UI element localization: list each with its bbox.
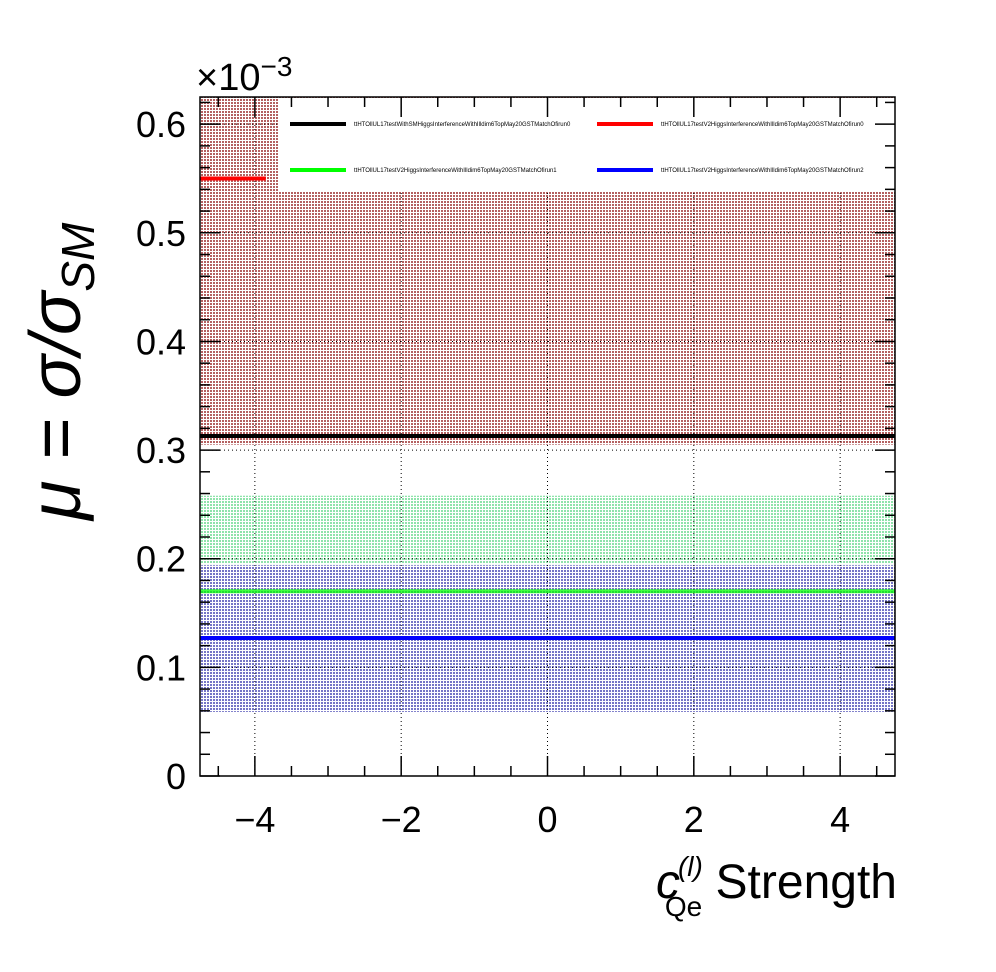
x-axis-label: c(l) Qe Strength <box>656 851 897 922</box>
legend-label: ttHTOllUL17testWithSMHiggsInterferenceWi… <box>354 122 571 128</box>
x-tick-label: −4 <box>234 799 275 840</box>
y-tick-label: 0.5 <box>136 213 186 254</box>
legend-label: ttHTOllUL17testV2HiggsInterferenceWithIl… <box>661 122 864 128</box>
y-tick-label: 0.1 <box>136 647 186 688</box>
x-tick-label: 4 <box>830 799 850 840</box>
y-multiplier: ×10−3 <box>196 51 292 99</box>
legend-label: ttHTOllUL17testV2HiggsInterferenceWithIl… <box>354 168 557 174</box>
x-tick-label: 0 <box>537 799 557 840</box>
legend-label: ttHTOllUL17testV2HiggsInterferenceWithIl… <box>661 168 864 174</box>
axes: −4 −2 0 2 4 0 0.1 0.2 0.3 0.4 0.5 0.6 <box>136 96 896 840</box>
y-tick-label: 0.4 <box>136 321 186 362</box>
y-axis-label: μ = σ/σSM <box>16 222 104 522</box>
legend: ttHTOllUL17testWithSMHiggsInterferenceWi… <box>278 99 895 192</box>
y-tick-label: 0 <box>166 756 186 797</box>
y-tick-label: 0.3 <box>136 430 186 471</box>
y-tick-label: 0.6 <box>136 104 186 145</box>
legend-box <box>278 99 895 192</box>
x-tick-label: 2 <box>684 799 704 840</box>
series-lines <box>200 176 895 641</box>
y-tick-label: 0.2 <box>136 539 186 580</box>
axis-labels: ×10−3 c(l) Qe Strength μ = σ/σSM <box>16 51 897 922</box>
x-tick-label: −2 <box>381 799 422 840</box>
